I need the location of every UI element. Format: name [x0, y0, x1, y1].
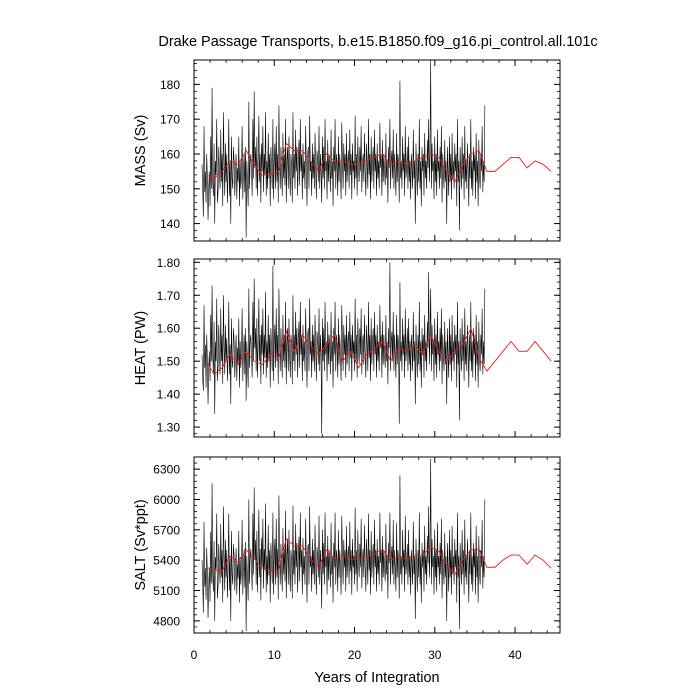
panels: 140 150 160 170 180 MASS (Sv) 1.30 1.40 1.50 1.60…	[133, 59, 561, 662]
y-axis-label: HEAT (PW)	[133, 311, 149, 385]
y-tick-label: 5100	[153, 584, 180, 598]
x-tick-label: 40	[508, 648, 522, 662]
y-tick-label: 1.80	[157, 256, 181, 270]
y-tick-label: 1.60	[157, 322, 181, 336]
x-tick-label: 0	[191, 648, 198, 662]
annual-mean-series-line	[205, 326, 552, 376]
monthly-series-line	[201, 59, 486, 238]
panel-1: 1.30 1.40 1.50 1.60 1.70 1.80 HEAT (PW)	[133, 256, 561, 438]
y-tick-label: 1.40	[157, 388, 181, 402]
chart-title: Drake Passage Transports, b.e15.B1850.f0…	[158, 34, 597, 50]
y-axis-label: SALT (Sv*ppt)	[133, 499, 149, 590]
y-tick-label: 160	[160, 147, 180, 161]
panel-frame	[193, 59, 561, 242]
y-tick-label: 5700	[153, 523, 180, 537]
panel-frame	[193, 456, 561, 634]
panel-2: 4800 5100 5400 5700 6000 6300 SALT (Sv*ppt)	[133, 456, 561, 634]
y-tick-label: 6000	[153, 493, 180, 507]
panel-0: 140 150 160 170 180 MASS (Sv)	[133, 59, 561, 242]
annual-mean-series-line	[205, 142, 552, 183]
x-axis-label: Years of Integration	[314, 670, 439, 686]
y-tick-label: 6300	[153, 463, 180, 477]
y-tick-label: 140	[160, 217, 180, 231]
y-tick-label: 1.50	[157, 355, 181, 369]
y-tick-label: 1.30	[157, 421, 181, 435]
x-tick-label: 20	[348, 648, 362, 662]
y-tick-label: 170	[160, 113, 180, 127]
x-tick-label: 10	[268, 648, 282, 662]
y-tick-label: 1.70	[157, 289, 181, 303]
y-tick-label: 150	[160, 182, 180, 196]
monthly-series-line	[201, 459, 486, 631]
x-tick-label: 30	[428, 648, 442, 662]
monthly-series-line	[201, 262, 486, 434]
annual-mean-series-line	[205, 538, 552, 576]
y-tick-label: 180	[160, 78, 180, 92]
y-tick-label: 4800	[153, 614, 180, 628]
y-tick-label: 5400	[153, 554, 180, 568]
y-axis-label: MASS (Sv)	[133, 115, 149, 187]
